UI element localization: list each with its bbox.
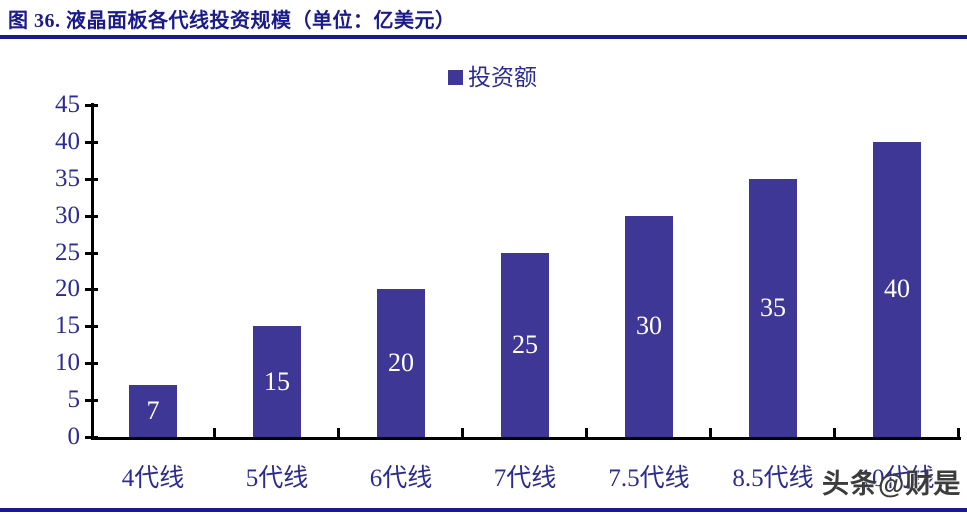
y-axis-line [91, 103, 94, 440]
x-axis-category-label: 8.5代线 [732, 465, 814, 492]
y-axis-tick-label: 40 [55, 127, 80, 155]
x-axis-category-label: 4代线 [121, 465, 185, 492]
bar-value-label: 40 [884, 274, 910, 304]
x-axis-tick [461, 428, 464, 438]
bar-value-label: 30 [636, 311, 662, 341]
y-axis-tick-label: 20 [55, 275, 80, 303]
watermark-text: 头条@财是 [822, 469, 962, 499]
y-axis-tick [85, 288, 98, 292]
y-axis-tick-label: 10 [55, 349, 80, 377]
bar-5代线: 15 [253, 326, 301, 437]
x-axis-tick [957, 428, 960, 438]
y-axis-tick-label: 5 [67, 386, 81, 414]
bar-6代线: 20 [377, 289, 425, 437]
x-axis-tick [213, 428, 216, 438]
y-axis-tick-label: 35 [55, 164, 80, 192]
title-divider-rule [0, 35, 967, 39]
bottom-rule [0, 508, 967, 512]
y-axis-tick [85, 325, 98, 329]
bar-value-label: 35 [760, 292, 786, 322]
legend-swatch-icon [448, 70, 463, 85]
y-axis-tick-label: 25 [55, 238, 80, 266]
legend-series-label: 投资额 [468, 65, 537, 90]
x-axis-category-label: 6代线 [369, 465, 433, 492]
y-axis-tick [85, 362, 98, 366]
x-axis-category-label: 10代线 [859, 465, 935, 492]
y-axis-tick [85, 399, 98, 403]
x-axis-line [91, 437, 961, 440]
y-axis-tick [85, 436, 98, 439]
y-axis-tick-label: 0 [67, 423, 81, 450]
bar-8.5代线: 35 [749, 178, 797, 437]
bar-value-label: 20 [388, 348, 414, 378]
x-axis-category-label: 7.5代线 [608, 465, 690, 492]
x-axis-tick [833, 428, 836, 438]
figure-title: 图 36. 液晶面板各代线投资规模（单位：亿美元） [8, 10, 456, 32]
x-axis-category-label: 5代线 [245, 465, 309, 492]
chart-legend: 投资额 [448, 66, 537, 89]
y-axis-tick [85, 251, 98, 255]
bar-value-label: 15 [264, 366, 290, 396]
bar-7代线: 25 [501, 252, 549, 437]
y-axis-tick [85, 140, 98, 144]
y-axis-tick [85, 177, 98, 181]
bar-7.5代线: 30 [625, 215, 673, 437]
x-axis-tick [709, 428, 712, 438]
y-axis-tick [85, 104, 98, 107]
y-axis-tick [85, 214, 98, 218]
y-axis-tick-label: 30 [55, 201, 80, 229]
bar-10代线: 40 [873, 141, 921, 437]
y-axis-tick-label: 15 [55, 312, 80, 340]
x-axis-tick [337, 428, 340, 438]
bar-value-label: 25 [512, 329, 538, 359]
x-axis-category-label: 7代线 [493, 465, 557, 492]
y-axis-tick-label: 45 [55, 91, 80, 118]
bar-4代线: 7 [129, 385, 177, 437]
bar-value-label: 7 [146, 396, 160, 426]
x-axis-tick [585, 428, 588, 438]
